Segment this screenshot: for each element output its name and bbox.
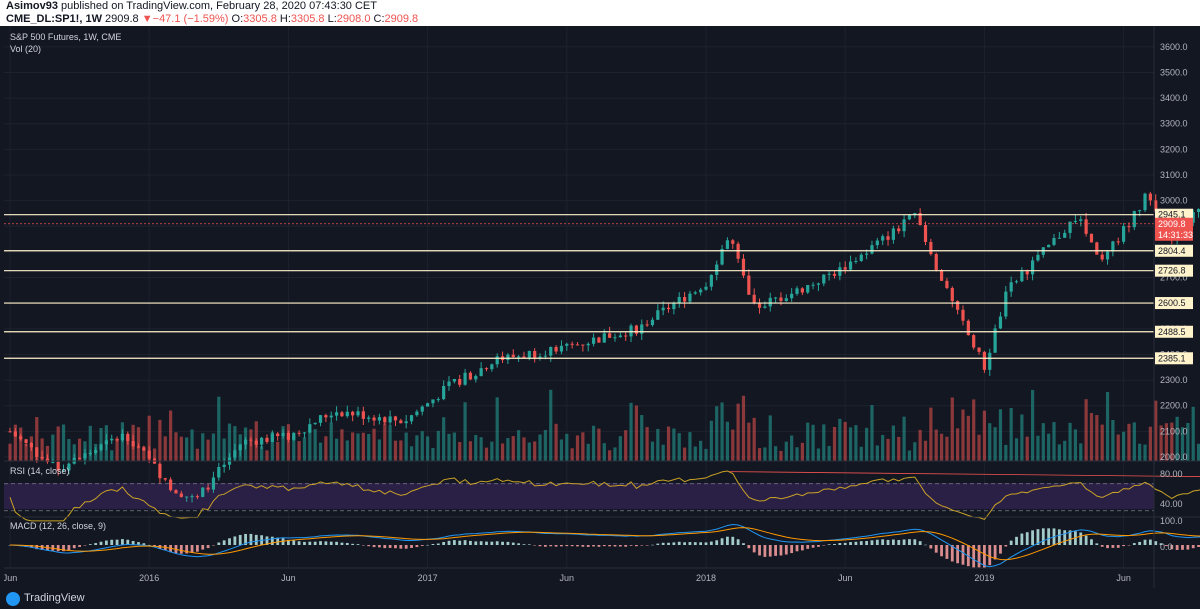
down-arrow-icon: ▼ — [141, 13, 153, 25]
tradingview-logo-icon[interactable] — [6, 592, 20, 606]
time-tick: 2017 — [418, 573, 438, 583]
low-value: 2908.0 — [336, 13, 371, 25]
price-tick: 3200.0 — [1160, 144, 1188, 154]
close-label: C: — [373, 13, 385, 25]
price-tick: 3300.0 — [1160, 119, 1188, 129]
price-tick: 2000.0 — [1160, 452, 1188, 462]
ohlc-line: CME_DL:SP1!, 1W 2909.8 ▼−47.1 (−1.59%) O… — [6, 13, 418, 26]
time-tick: Jun — [4, 573, 17, 583]
macd-axis: 100.0 0.0 — [1160, 516, 1183, 552]
price-tag: 2945.1 — [1158, 210, 1186, 220]
price-tick: 2200.0 — [1160, 401, 1188, 411]
time-tick: 2016 — [139, 573, 159, 583]
footer-bar: TradingView — [0, 588, 1200, 609]
price-change: −47.1 (−1.59%) — [152, 13, 229, 25]
open-value: 3305.8 — [243, 13, 277, 25]
time-axis: Jun2016Jun2017Jun2018Jun2019Jun2020Jun20… — [4, 573, 1131, 583]
time-tick: Jun — [838, 573, 853, 583]
high-label: H: — [279, 13, 291, 25]
brand-name[interactable]: TradingView — [24, 592, 85, 604]
volume-label: Vol (20) — [10, 44, 41, 54]
macd-indicator — [8, 523, 1200, 569]
price-tag: 2726.8 — [1158, 266, 1186, 276]
price-tick: 3100.0 — [1160, 170, 1188, 180]
symbol-name: CME_DL:SP1!, 1W — [6, 13, 102, 25]
time-tick: Jun — [1116, 573, 1131, 583]
rsi-label: RSI (14, close) — [10, 466, 70, 476]
chart-title: S&P 500 Futures, 1W, CME — [10, 32, 121, 42]
last-price: 2909.8 — [105, 13, 139, 25]
price-tick: 3000.0 — [1160, 196, 1188, 206]
price-tick: 3500.0 — [1160, 67, 1188, 77]
rsi-tick-40: 40.00 — [1160, 499, 1183, 509]
chart-area[interactable]: S&P 500 Futures, 1W, CME Vol (20) RSI (1… — [4, 26, 1200, 588]
price-tag: 2600.5 — [1158, 298, 1186, 308]
price-tag: 14:31:33 — [1158, 230, 1193, 240]
price-tick: 3400.0 — [1160, 93, 1188, 103]
macd-tick-100: 100.0 — [1160, 516, 1183, 526]
price-tag: 2804.4 — [1158, 246, 1186, 256]
high-value: 3305.8 — [290, 13, 325, 25]
publish-info: published on TradingView.com, February 2… — [61, 0, 377, 12]
open-label: O: — [231, 13, 244, 25]
price-tag: 2909.8 — [1158, 219, 1186, 229]
publish-line: Asimov93 published on TradingView.com, F… — [6, 0, 377, 13]
price-tag: 2385.1 — [1158, 353, 1186, 363]
time-tick: 2019 — [974, 573, 994, 583]
volume-bars — [8, 389, 1200, 461]
rsi-tick-80: 80.00 — [1160, 469, 1183, 479]
macd-label: MACD (12, 26, close, 9) — [10, 521, 106, 531]
price-tick: 2100.0 — [1160, 426, 1188, 436]
time-tick: 2018 — [696, 573, 716, 583]
low-label: L: — [327, 13, 337, 25]
rsi-indicator — [4, 470, 1200, 522]
publish-header: Asimov93 published on TradingView.com, F… — [0, 0, 1200, 26]
rsi-axis: 80.00 40.00 — [1160, 469, 1183, 509]
price-tag: 2488.5 — [1158, 327, 1186, 337]
time-tick: Jun — [281, 573, 296, 583]
close-value: 2909.8 — [384, 13, 419, 25]
price-tick: 2300.0 — [1160, 375, 1188, 385]
support-lines — [4, 214, 1154, 359]
chart-canvas[interactable]: S&P 500 Futures, 1W, CME Vol (20) RSI (1… — [4, 26, 1200, 588]
author-name[interactable]: Asimov93 — [6, 0, 58, 12]
rsi-band — [4, 483, 1154, 509]
macd-tick-0: 0.0 — [1160, 542, 1173, 552]
price-tick: 3600.0 — [1160, 42, 1188, 52]
time-tick: Jun — [560, 573, 575, 583]
price-tick: 2700.0 — [1160, 273, 1188, 283]
